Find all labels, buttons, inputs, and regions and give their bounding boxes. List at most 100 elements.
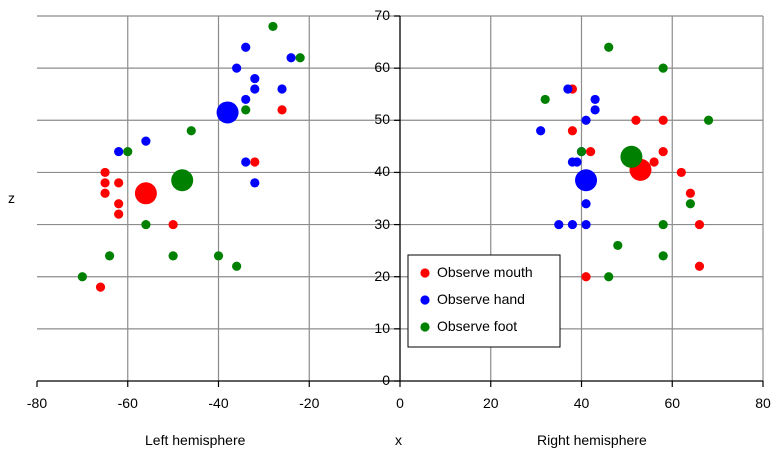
x-tick-label: -60: [117, 395, 138, 411]
y-tick-label: 0: [382, 372, 390, 388]
x-tick-label: 20: [482, 395, 499, 411]
observe-foot-point: [540, 94, 550, 105]
observe-hand-point: [141, 136, 151, 146]
axes: [36, 15, 764, 387]
observe-foot-point: [213, 251, 224, 261]
observe-hand-mean-point: [575, 169, 598, 192]
legend-box: [407, 254, 561, 348]
y-tick-label: 60: [374, 59, 390, 76]
observe-mouth-point: [250, 157, 260, 167]
observe-foot-point: [604, 42, 614, 52]
observe-foot-point: [703, 115, 714, 125]
observe-hand-point: [241, 94, 251, 105]
observe-hand-point: [241, 157, 251, 167]
observe-mouth-point: [100, 178, 110, 188]
observe-foot-point: [658, 63, 668, 73]
observe-mouth-point: [168, 219, 178, 230]
observe-foot-point: [168, 251, 178, 261]
observe-foot-point: [141, 219, 151, 230]
x-tick-label: -80: [26, 395, 48, 411]
x-tick-label: 60: [664, 395, 681, 411]
observe-foot-point: [186, 126, 196, 136]
observe-hand-point: [567, 219, 578, 230]
observe-foot-mean-point: [620, 145, 643, 168]
x-tick-label: 0: [396, 395, 404, 411]
observe-hand-mean-point: [216, 101, 239, 124]
y-tick-label: 20: [374, 267, 390, 284]
observe-hand-point: [590, 94, 600, 105]
y-tick-label: 30: [374, 215, 390, 232]
y-tick-label: 50: [374, 111, 390, 128]
right-hemisphere-label: Right hemisphere: [537, 432, 647, 448]
observe-mouth-legend-marker: [420, 268, 430, 278]
observe-hand-point: [554, 219, 564, 230]
observe-foot-point: [658, 251, 668, 261]
legend: [407, 254, 561, 348]
x-tick-label: -40: [208, 395, 229, 411]
observe-mouth-point: [277, 105, 287, 115]
observe-mouth-point: [581, 272, 591, 282]
x-tick-label: 80: [755, 395, 771, 411]
observe-hand-point: [277, 84, 287, 94]
observe-foot-point: [77, 272, 87, 282]
x-axis-title: x: [395, 432, 402, 448]
observe-hand-point: [581, 219, 591, 230]
observe-hand-point: [250, 73, 260, 84]
observe-mouth-point: [100, 167, 110, 178]
observe-foot-point: [268, 21, 278, 32]
observe-hand-point: [114, 146, 124, 157]
observe-mouth-legend-label: Observe mouth: [437, 264, 533, 280]
y-tick-label: 70: [374, 7, 390, 23]
y-tick-label: 10: [374, 319, 390, 336]
observe-mouth-mean-point: [134, 182, 157, 205]
observe-hand-point: [286, 53, 296, 63]
observe-mouth-point: [685, 188, 696, 198]
observe-foot-legend-marker: [420, 322, 430, 332]
observe-hand-legend-label: Observe hand: [437, 291, 525, 307]
x-tick-label: 40: [573, 395, 590, 411]
observe-hand-point: [232, 63, 242, 73]
observe-mouth-point: [114, 199, 124, 209]
observe-hand-point: [567, 157, 578, 167]
y-tick-label: 40: [374, 163, 390, 180]
observe-mouth-point: [631, 115, 641, 125]
observe-hand-point: [590, 105, 600, 115]
observe-hand-point: [536, 126, 546, 136]
observe-foot-point: [685, 199, 696, 209]
observe-foot-legend-label: Observe foot: [437, 318, 518, 334]
observe-hand-point: [250, 84, 260, 94]
data-points: [77, 21, 714, 292]
observe-hand-point: [581, 199, 591, 209]
observe-foot-point: [658, 219, 668, 230]
observe-hand-point: [581, 115, 591, 125]
observe-mouth-point: [567, 126, 578, 136]
left-hemisphere-label: Left hemisphere: [145, 432, 246, 448]
observe-mouth-point: [114, 209, 124, 219]
observe-foot-point: [123, 146, 133, 157]
x-tick-label: -20: [299, 395, 320, 411]
observe-foot-point: [241, 105, 251, 115]
observe-foot-point: [232, 261, 242, 271]
y-axis-title: z: [8, 190, 15, 206]
observe-foot-mean-point: [171, 169, 194, 192]
observe-mouth-point: [100, 188, 110, 198]
observe-mouth-point: [658, 115, 668, 125]
observe-foot-point: [604, 272, 614, 282]
observe-foot-point: [576, 146, 587, 157]
observe-hand-point: [241, 42, 251, 52]
observe-mouth-point: [114, 178, 124, 188]
observe-mouth-point: [95, 282, 106, 292]
observe-foot-point: [613, 240, 623, 251]
observe-hand-legend-marker: [420, 295, 430, 305]
observe-hand-point: [563, 84, 573, 94]
observe-mouth-point: [694, 219, 705, 230]
observe-mouth-point: [585, 146, 596, 157]
observe-mouth-point: [649, 157, 659, 167]
observe-mouth-point: [658, 146, 668, 157]
observe-hand-point: [250, 178, 260, 188]
observe-mouth-point: [676, 167, 686, 178]
observe-foot-point: [295, 53, 305, 63]
observe-foot-point: [105, 251, 115, 261]
observe-mouth-point: [694, 261, 705, 271]
